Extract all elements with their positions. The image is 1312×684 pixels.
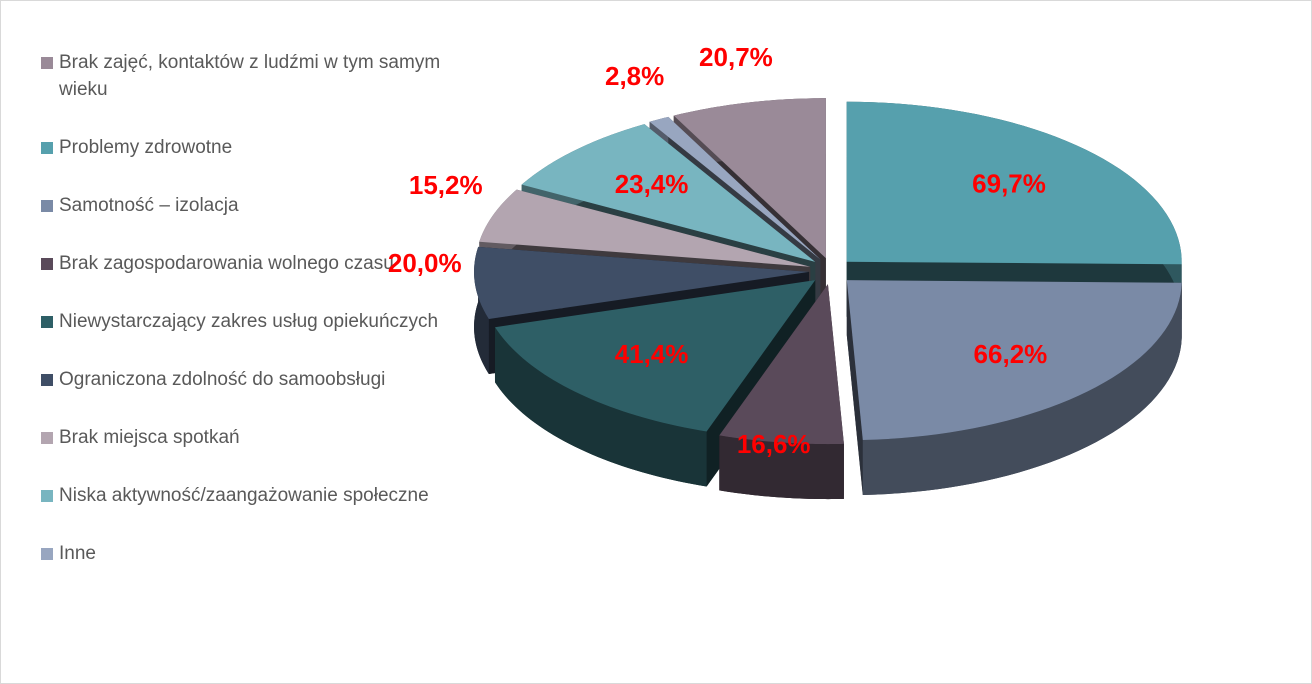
legend-item: Ograniczona zdolność do samoobsługi [41,366,441,393]
legend-swatch [41,432,53,444]
slice [673,98,826,259]
data-label: 20,0% [388,248,462,278]
legend-swatch [41,548,53,560]
legend-swatch [41,142,53,154]
legend-label: Niska aktywność/zaangażowanie społeczne [59,485,429,506]
slice [846,101,1182,265]
pie [474,98,1182,500]
data-label: 23,4% [615,169,689,199]
slice [474,246,810,319]
slice [846,280,1182,441]
legend-swatch [41,258,53,270]
legend: Brak zajęć, kontaktów z ludźmi w tym sam… [41,49,441,598]
legend-swatch [41,374,53,386]
legend-swatch [41,200,53,212]
legend-item: Samotność – izolacja [41,192,441,219]
legend-item: Brak zajęć, kontaktów z ludźmi w tym sam… [41,49,441,103]
slice [494,280,816,432]
legend-item: Inne [41,540,441,567]
data-label: 66,2% [974,339,1048,369]
data-label: 69,7% [972,168,1046,198]
legend-item: Brak zagospodarowania wolnego czasu [41,250,441,277]
data-label: 41,4% [615,339,689,369]
data-label: 15,2% [409,170,483,200]
data-label: 20,7% [699,42,773,72]
legend-item: Brak miejsca spotkań [41,424,441,451]
slice [719,284,844,445]
legend-swatch [41,490,53,502]
legend-item: Niewystarczający zakres usług opiekuńczy… [41,308,441,335]
legend-label: Problemy zdrowotne [59,137,233,158]
legend-label: Brak zajęć, kontaktów z ludźmi w tym sam… [59,52,441,100]
legend-label: Samotność – izolacja [59,195,239,216]
legend-swatch [41,57,53,69]
legend-label: Ograniczona zdolność do samoobsługi [59,369,386,390]
slice-side [719,435,844,500]
legend-item: Niska aktywność/zaangażowanie społeczne [41,482,441,509]
legend-label: Brak zagospodarowania wolnego czasu [59,253,394,274]
legend-label: Niewystarczający zakres usług opiekuńczy… [59,311,439,332]
slice-wall [846,280,863,496]
slice-side [494,327,707,487]
legend-label: Brak miejsca spotkań [59,427,240,448]
data-label: 16,6% [737,429,811,459]
slice [479,189,811,267]
slice [521,124,816,262]
legend-label: Inne [59,543,96,564]
legend-item: Problemy zdrowotne [41,134,441,161]
legend-swatch [41,316,53,328]
slice-side [862,282,1182,496]
data-label: 2,8% [605,61,664,91]
slice [649,116,821,260]
